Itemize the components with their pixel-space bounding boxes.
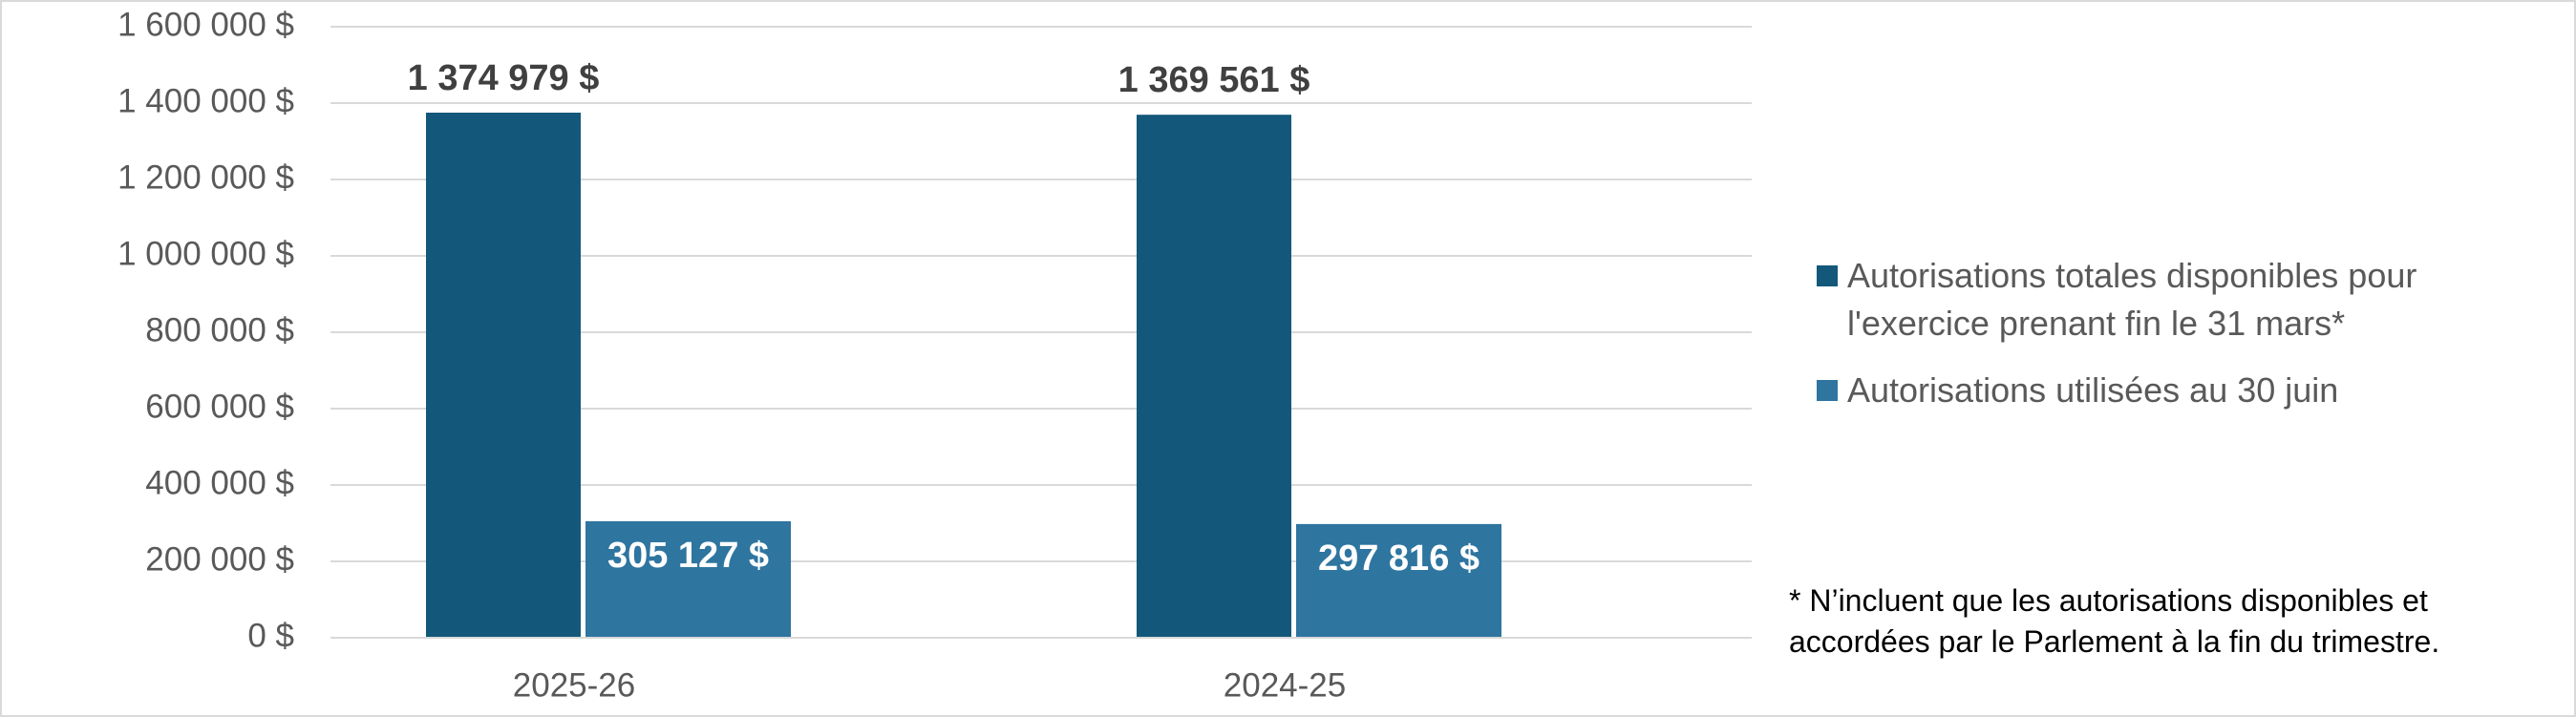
value-label: 1 374 979 $: [408, 58, 600, 98]
legend: Autorisations totales disponibles pour l…: [1817, 252, 2543, 433]
y-tick-label: 0 $: [247, 617, 294, 654]
bar: [585, 520, 791, 638]
legend-item: Autorisations utilisées au 30 juin: [1817, 367, 2543, 414]
footnote: * N’incluent que les autorisations dispo…: [1789, 583, 2440, 659]
x-tick-label: 2025-26: [513, 666, 635, 704]
y-tick-label: 1 600 000 $: [117, 6, 294, 43]
legend-swatch: [1817, 380, 1838, 401]
bar: [1137, 115, 1291, 638]
y-tick-label: 1 400 000 $: [117, 82, 294, 119]
y-tick-label: 1 200 000 $: [117, 158, 294, 196]
legend-swatch: [1817, 265, 1838, 286]
bar: [1296, 523, 1501, 638]
value-label: 305 127 $: [607, 536, 769, 576]
bar: [426, 113, 581, 638]
y-tick-label: 400 000 $: [145, 464, 294, 501]
y-tick-label: 600 000 $: [145, 388, 294, 425]
y-tick-label: 1 000 000 $: [117, 235, 294, 272]
legend-label: Autorisations totales disponibles pour l…: [1847, 256, 2417, 343]
y-tick-label: 200 000 $: [145, 540, 294, 578]
value-label: 297 816 $: [1318, 538, 1480, 579]
legend-item: Autorisations totales disponibles pour l…: [1817, 252, 2543, 348]
x-tick-label: 2024-25: [1224, 666, 1346, 704]
value-label: 1 369 561 $: [1118, 60, 1310, 100]
y-tick-label: 800 000 $: [145, 311, 294, 348]
legend-label: Autorisations utilisées au 30 juin: [1847, 370, 2339, 410]
